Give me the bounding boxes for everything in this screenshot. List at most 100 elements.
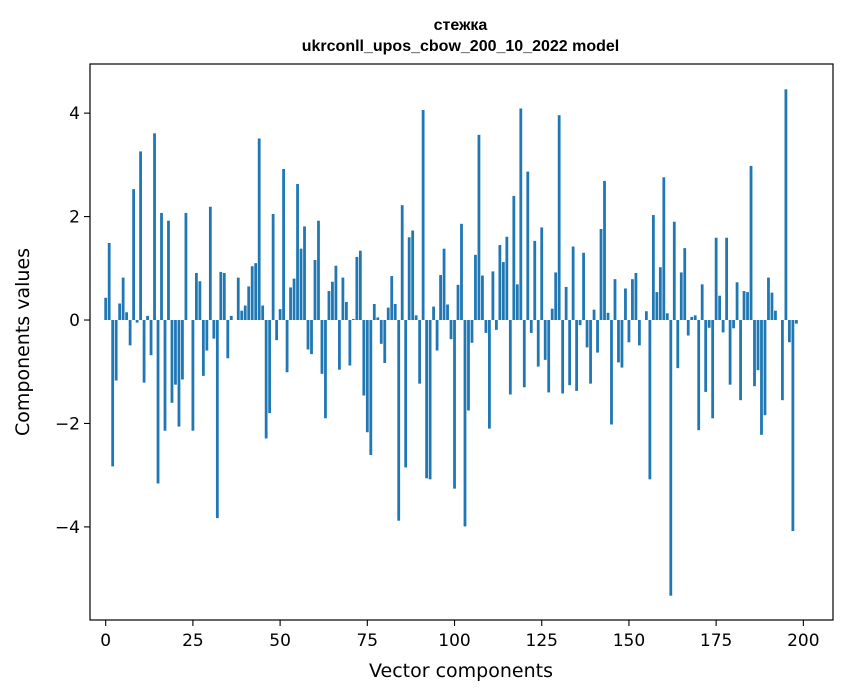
bar bbox=[341, 277, 345, 321]
bar bbox=[174, 320, 177, 385]
bar bbox=[784, 89, 788, 321]
bar bbox=[606, 312, 610, 321]
x-tick-label: 150 bbox=[613, 631, 645, 651]
bar bbox=[334, 265, 338, 321]
y-tick-label: 0 bbox=[69, 311, 80, 331]
bar bbox=[484, 320, 488, 333]
bar bbox=[683, 248, 687, 321]
bar bbox=[369, 320, 373, 456]
bar bbox=[160, 212, 163, 321]
bar bbox=[550, 308, 554, 321]
bar bbox=[149, 320, 153, 356]
bar bbox=[672, 221, 676, 321]
bar bbox=[289, 287, 292, 321]
bar bbox=[104, 297, 108, 321]
bar bbox=[313, 260, 317, 321]
bar bbox=[121, 277, 125, 321]
bar bbox=[651, 215, 655, 321]
bar bbox=[132, 189, 135, 321]
y-axis-ticks: −4 −2 0 2 4 bbox=[55, 104, 90, 538]
bar bbox=[264, 320, 268, 439]
bar bbox=[728, 320, 732, 385]
bar bbox=[676, 320, 680, 369]
bar bbox=[285, 320, 289, 373]
bar bbox=[725, 237, 728, 321]
x-tick-label: 175 bbox=[700, 631, 732, 651]
bar bbox=[631, 279, 634, 321]
bar bbox=[718, 295, 722, 321]
bar bbox=[404, 320, 408, 468]
bar bbox=[453, 320, 456, 489]
bar bbox=[229, 315, 233, 321]
bar bbox=[201, 320, 205, 376]
bar bbox=[240, 310, 244, 321]
bar bbox=[278, 309, 282, 321]
bar bbox=[491, 271, 495, 321]
bar bbox=[365, 320, 369, 433]
bar bbox=[494, 320, 498, 330]
bar bbox=[603, 180, 606, 321]
bar bbox=[254, 263, 258, 321]
bar bbox=[338, 320, 341, 370]
x-axis-ticks: 0 25 50 75 100 125 150 175 200 bbox=[100, 620, 820, 651]
bar bbox=[292, 278, 296, 321]
bar bbox=[191, 320, 195, 431]
bar bbox=[760, 320, 763, 435]
bar bbox=[669, 320, 673, 596]
bar bbox=[658, 267, 662, 321]
bar bbox=[791, 320, 795, 532]
x-tick-label: 0 bbox=[100, 631, 111, 651]
bar bbox=[156, 320, 160, 484]
bar bbox=[592, 309, 596, 321]
bar bbox=[303, 226, 306, 321]
bars bbox=[104, 89, 798, 596]
bar bbox=[320, 320, 324, 374]
bar bbox=[181, 320, 184, 380]
bar bbox=[477, 134, 481, 321]
bar bbox=[644, 311, 648, 321]
x-tick-label: 100 bbox=[438, 631, 470, 651]
bar bbox=[735, 282, 739, 321]
bar bbox=[282, 168, 285, 321]
bar bbox=[589, 320, 592, 384]
bar bbox=[638, 320, 641, 346]
bar bbox=[529, 320, 533, 333]
bar bbox=[474, 254, 477, 321]
bar bbox=[596, 320, 599, 353]
bar bbox=[770, 292, 774, 321]
bar bbox=[324, 320, 327, 419]
bar bbox=[170, 320, 174, 403]
bar bbox=[721, 320, 725, 333]
bar bbox=[379, 320, 383, 344]
bar bbox=[568, 320, 572, 386]
bar bbox=[742, 291, 746, 321]
bar bbox=[222, 272, 226, 321]
bar bbox=[488, 320, 491, 429]
bar bbox=[690, 316, 694, 321]
bar bbox=[564, 286, 568, 321]
bar bbox=[407, 237, 411, 321]
y-tick-label: 2 bbox=[69, 208, 80, 228]
bar bbox=[467, 320, 470, 411]
bar bbox=[711, 320, 715, 419]
bar bbox=[243, 305, 247, 321]
bar bbox=[125, 312, 129, 321]
bar bbox=[585, 320, 589, 348]
bar bbox=[788, 320, 791, 343]
bar bbox=[543, 320, 547, 360]
bar bbox=[679, 272, 683, 321]
bar bbox=[386, 307, 390, 321]
bar bbox=[317, 220, 320, 321]
chart-title-line-1: стежка bbox=[434, 17, 488, 34]
bar bbox=[463, 320, 467, 527]
bar bbox=[257, 138, 261, 321]
bar bbox=[739, 320, 742, 401]
bar bbox=[208, 206, 212, 321]
chart-title: стежка ukrconll_upos_cbow_200_10_2022 mo… bbox=[302, 17, 619, 55]
bar bbox=[296, 183, 299, 321]
bar bbox=[617, 320, 620, 363]
bar bbox=[693, 315, 697, 321]
bar bbox=[439, 275, 442, 321]
bar bbox=[714, 237, 718, 321]
bar bbox=[331, 281, 334, 321]
